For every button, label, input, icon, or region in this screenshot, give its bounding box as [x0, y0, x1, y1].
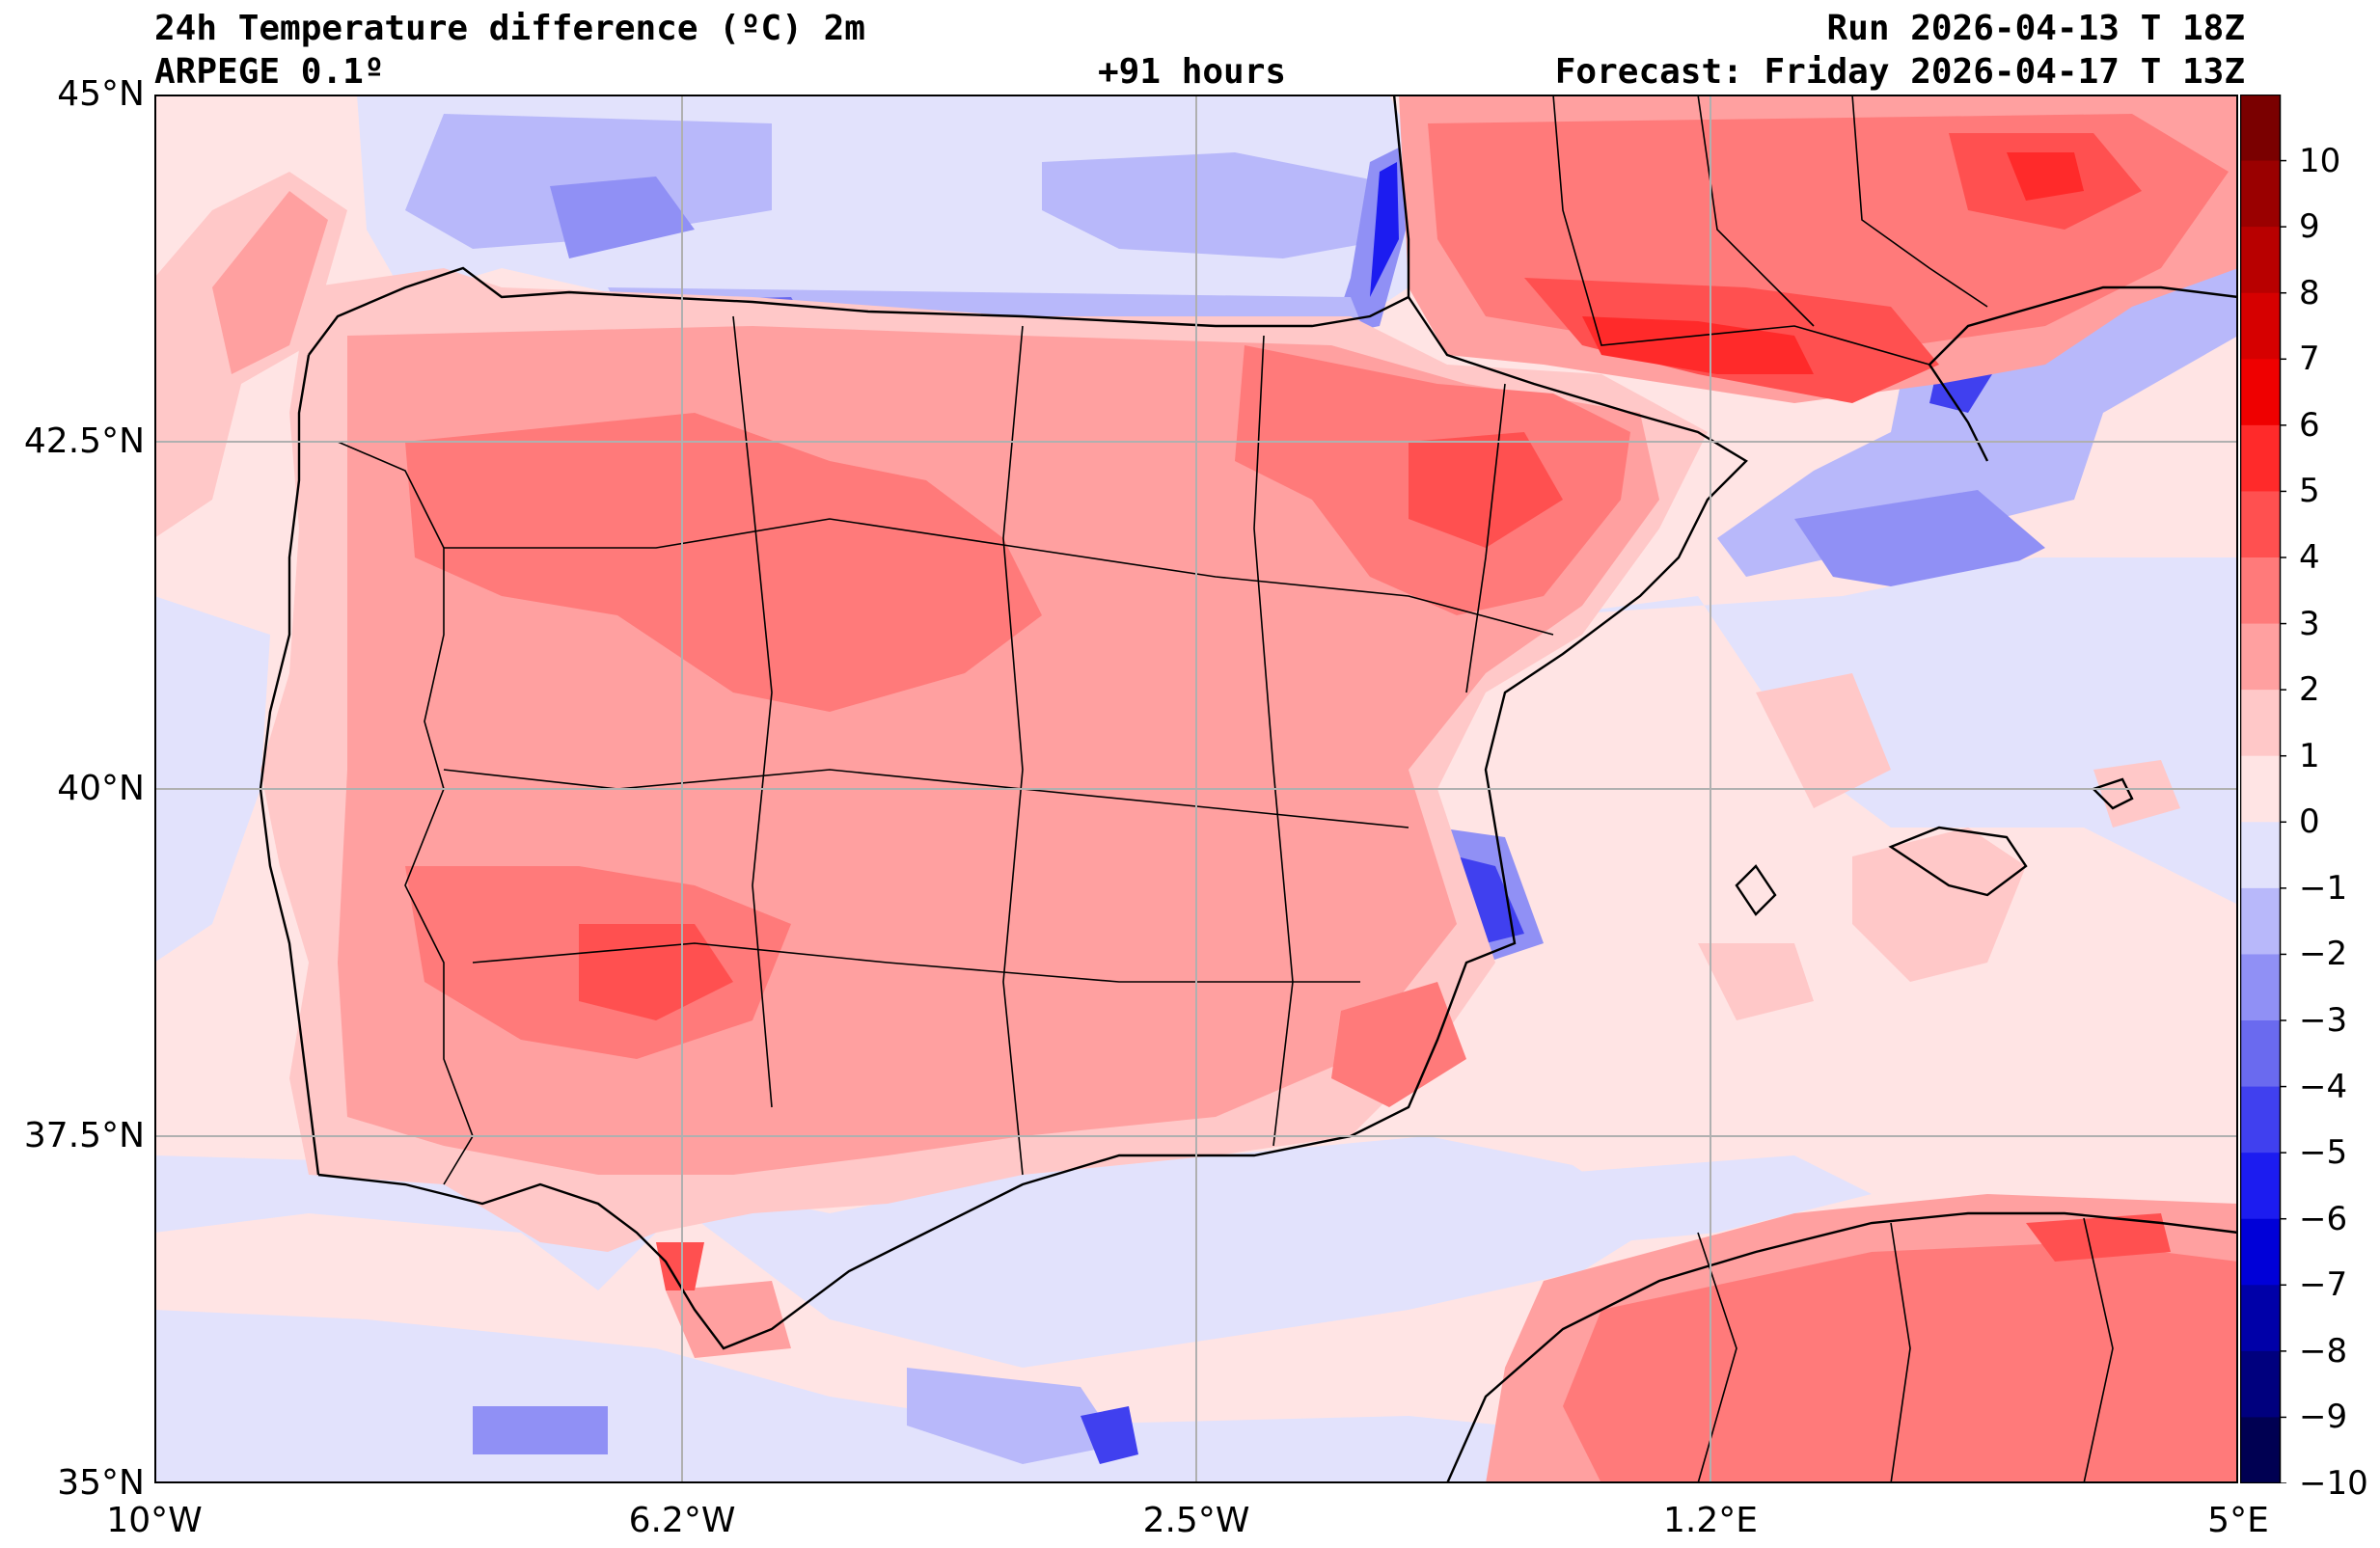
colorbar-segment	[2240, 557, 2281, 625]
colorbar-segment	[2240, 1285, 2281, 1352]
colorbar-tick-label: −7	[2299, 1265, 2348, 1305]
colorbar-segment	[2240, 887, 2281, 955]
lat-label-45: 45°N	[57, 74, 145, 114]
colorbar-tick-label: −9	[2299, 1398, 2348, 1437]
lon-label-5e: 5°E	[2207, 1501, 2269, 1540]
colorbar-tick-label: −8	[2299, 1331, 2348, 1371]
colorbar-segment	[2240, 1153, 2281, 1220]
colorbar-segment	[2240, 227, 2281, 294]
colorbar-segment	[2240, 1020, 2281, 1088]
colorbar-segment	[2240, 1350, 2281, 1418]
colorbar	[2240, 95, 2286, 1483]
lat-label-40: 40°N	[57, 769, 145, 808]
colorbar-tick-label: 2	[2299, 670, 2320, 710]
map-title: 24h Temperature difference (ºC) 2m	[154, 9, 865, 48]
colorbar-segment	[2240, 755, 2281, 823]
colorbar-segment	[2240, 1417, 2281, 1483]
colorbar-segment	[2240, 95, 2281, 162]
colorbar-tick-label: 3	[2299, 604, 2320, 643]
colorbar-segment	[2240, 1218, 2281, 1286]
colorbar-segment	[2240, 690, 2281, 757]
map-frame	[154, 95, 2238, 1483]
borders	[337, 95, 2114, 1483]
colorbar-tick-label: −1	[2299, 868, 2348, 908]
colorbar-segment	[2240, 822, 2281, 889]
colorbar-segment	[2240, 623, 2281, 691]
lon-label-2-5w: 2.5°W	[1142, 1501, 1250, 1540]
colorbar-tick-label: 9	[2299, 207, 2320, 247]
colorbar-segment	[2240, 954, 2281, 1021]
colorbar-segment	[2240, 491, 2281, 558]
lon-label-10w: 10°W	[106, 1501, 203, 1540]
colorbar-tick-label: 10	[2299, 141, 2341, 180]
colorbar-tick-label: 6	[2299, 405, 2320, 445]
lat-label-35: 35°N	[57, 1463, 145, 1503]
colorbar-tick-label: 1	[2299, 736, 2320, 775]
lead-time: +91 hours	[1098, 52, 1287, 92]
colorbar-tick-label: 8	[2299, 273, 2320, 312]
colorbar-tick-label: 5	[2299, 472, 2320, 511]
colorbar-tick-label: 4	[2299, 538, 2320, 577]
model-name: ARPEGE 0.1º	[154, 52, 385, 92]
colorbar-tick-label: 0	[2299, 802, 2320, 842]
colorbar-frame	[2240, 95, 2282, 1483]
colorbar-tick-label: −6	[2299, 1199, 2348, 1238]
cooling-areas	[154, 95, 2238, 1483]
lon-label-6-2w: 6.2°W	[628, 1501, 736, 1540]
lat-label-37-5: 37.5°N	[23, 1116, 145, 1155]
colorbar-segment	[2240, 359, 2281, 426]
colorbar-segment	[2240, 1086, 2281, 1154]
temperature-map	[154, 95, 2238, 1483]
coastlines	[259, 95, 2238, 1483]
colorbar-tick-label: −4	[2299, 1067, 2348, 1106]
lon-label-1-2e: 1.2°E	[1663, 1501, 1758, 1540]
run-time: Run 2026-04-13 T 18Z	[1826, 9, 2245, 48]
colorbar-tick-label: −5	[2299, 1133, 2348, 1173]
gridlines	[154, 95, 2238, 1483]
colorbar-tick-label: −2	[2299, 935, 2348, 974]
colorbar-tick-label: −10	[2299, 1464, 2368, 1503]
colorbar-segment	[2240, 424, 2281, 492]
colorbar-segment	[2240, 292, 2281, 360]
lat-label-42-5: 42.5°N	[23, 421, 145, 461]
forecast-time: Forecast: Friday 2026-04-17 T 13Z	[1554, 52, 2245, 92]
colorbar-tick-label: 7	[2299, 339, 2320, 379]
colorbar-segment	[2240, 160, 2281, 228]
warming-areas	[154, 95, 2238, 1483]
colorbar-tick-label: −3	[2299, 1001, 2348, 1040]
